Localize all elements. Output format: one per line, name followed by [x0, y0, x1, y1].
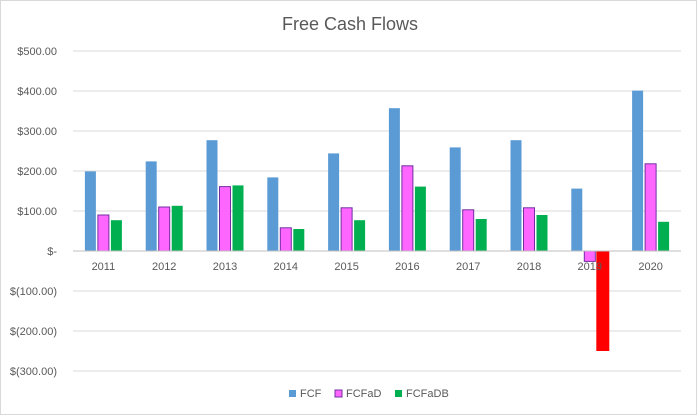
bar-fcf-2012: [145, 161, 157, 251]
bar-fcfadb-2013: [232, 185, 244, 251]
x-tick-label: 2020: [638, 261, 662, 273]
bar-fcfad-2013: [219, 186, 231, 252]
bar-fcfad-2011: [97, 214, 110, 252]
x-tick-label: 2017: [456, 261, 480, 273]
bar-fcf-2013: [206, 140, 218, 251]
x-tick-label: 2012: [152, 261, 176, 273]
bar-fcfadb-2020: [658, 221, 670, 251]
legend-label-fcf: FCF: [300, 388, 322, 400]
bar-fcfad-2019: [583, 250, 596, 262]
bar-fcfadb-2011: [110, 220, 122, 251]
legend-swatch-fcf: [289, 390, 296, 397]
bar-fcf-2020: [632, 90, 644, 251]
bar-fcf-2015: [328, 153, 340, 251]
bar-fcfadb-2015: [354, 220, 366, 251]
bar-fcfad-2017: [462, 209, 475, 252]
bar-fcfad-2016: [401, 165, 414, 252]
x-tick-label: 2016: [395, 261, 419, 273]
y-axis-labels: $500.00 $400.00 $300.00 $200.00 $100.00 $- $(1…: [10, 46, 57, 378]
y-tick-label: $300.00: [17, 126, 57, 138]
x-tick-label: 2014: [274, 261, 298, 273]
x-tick-label: 2015: [334, 261, 358, 273]
y-tick-label: $(100.00): [10, 286, 57, 298]
y-tick-label: $(200.00): [10, 326, 57, 338]
legend: FCF FCFaD FCFaDB: [289, 388, 449, 400]
y-tick-label: $(300.00): [10, 366, 57, 378]
bar-fcfad-2015: [340, 207, 353, 252]
x-tick-label: 2011: [92, 261, 116, 273]
y-tick-label: $-: [47, 246, 57, 258]
y-tick-label: $400.00: [17, 86, 57, 98]
legend-swatch-fcfadb: [395, 390, 402, 397]
legend-label-fcfadb: FCFaDB: [406, 388, 449, 400]
bar-fcfadb-2014: [293, 229, 305, 251]
x-tick-label: 2019: [578, 261, 602, 273]
bar-fcfadb-2017: [475, 219, 487, 251]
x-tick-label: 2013: [213, 261, 237, 273]
y-tick-label: $100.00: [17, 206, 57, 218]
bar-fcf-2018: [510, 140, 522, 251]
bar-fcf-2016: [388, 108, 400, 251]
bars: [73, 90, 681, 351]
bar-fcfad-2014: [279, 227, 292, 252]
bar-fcf-2014: [267, 177, 279, 251]
bar-fcfadb-2018: [536, 215, 548, 251]
bar-fcf-2011: [84, 171, 96, 251]
bar-fcfad-2020: [644, 163, 657, 252]
x-tick-label: 2018: [517, 261, 541, 273]
bar-fcfadb-2012: [171, 205, 183, 251]
y-tick-label: $500.00: [17, 46, 57, 58]
x-axis-labels: 2011 2012 2013 2014 2015 2016 2017 2018 2019 2020: [92, 261, 663, 273]
chart-title: Free Cash Flows: [282, 14, 418, 34]
bar-fcfad-2012: [158, 206, 171, 252]
bar-fcfadb-2019: [596, 251, 610, 351]
y-tick-label: $200.00: [17, 166, 57, 178]
bar-fcfadb-2016: [414, 186, 426, 251]
legend-label-fcfad: FCFaD: [346, 388, 382, 400]
legend-swatch-fcfad: [334, 389, 343, 398]
bar-fcf-2019: [571, 188, 583, 251]
bar-fcf-2017: [449, 147, 461, 251]
bar-fcfad-2018: [523, 207, 535, 252]
